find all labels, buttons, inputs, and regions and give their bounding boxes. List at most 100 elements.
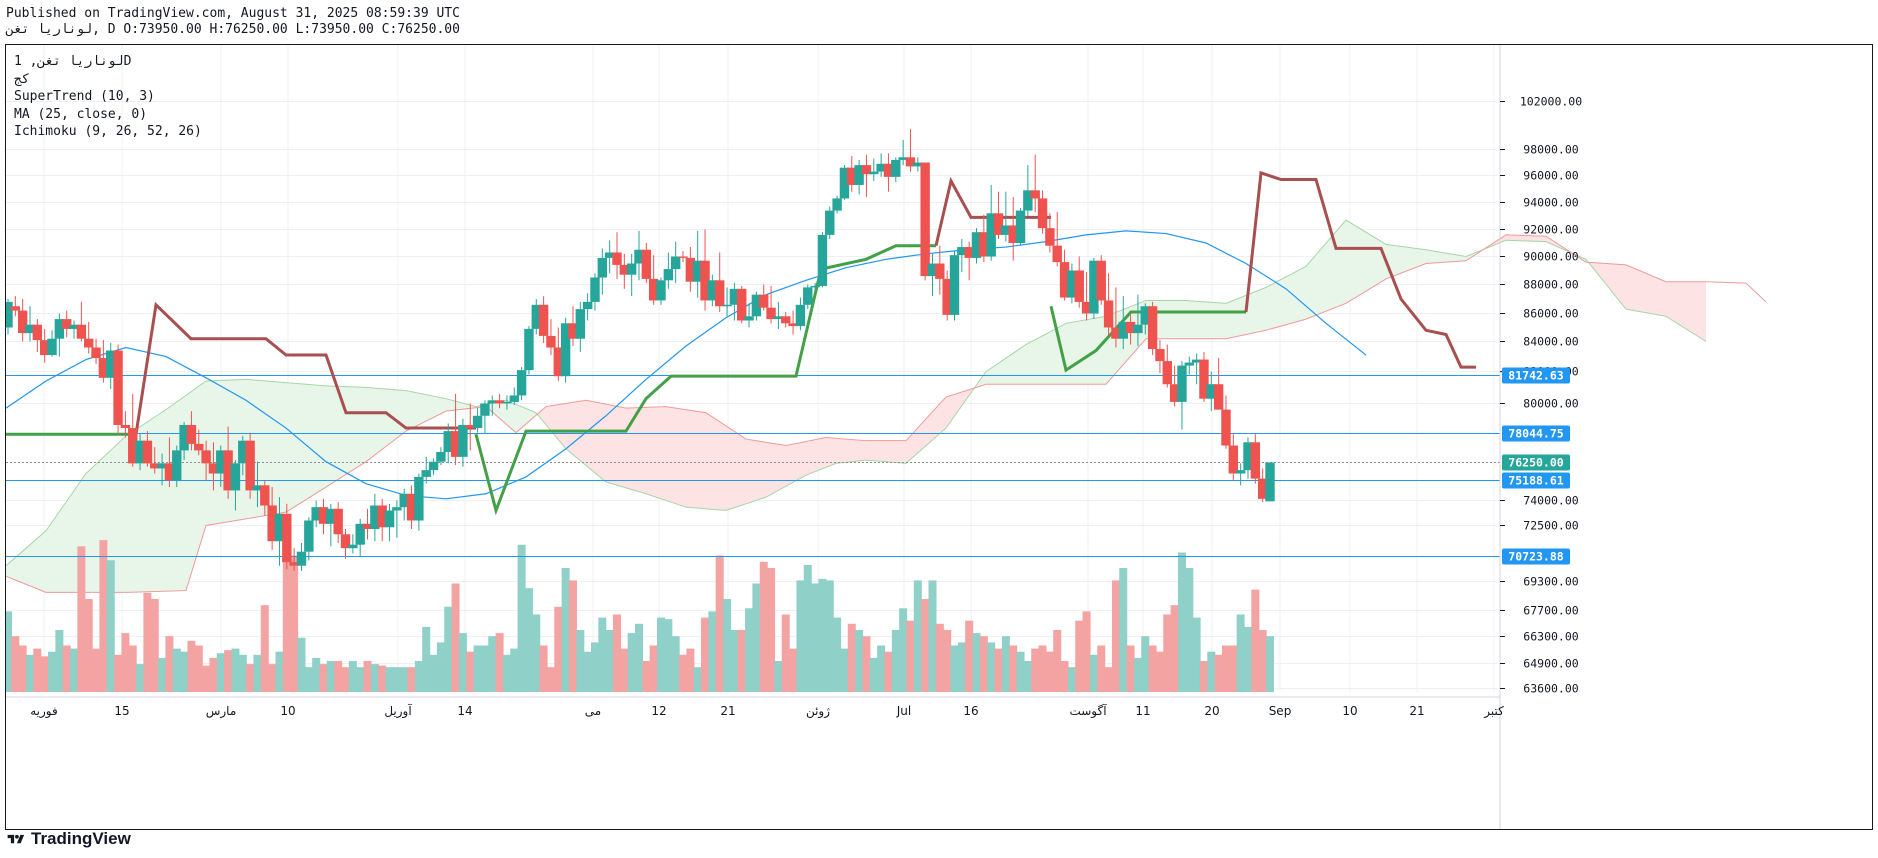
volume-bar: [209, 657, 218, 692]
volume-bar: [1266, 636, 1274, 692]
volume-bar: [818, 578, 827, 692]
supertrend-down-line: [134, 301, 476, 435]
volume-bar: [1053, 630, 1062, 692]
candle-body: [759, 294, 769, 308]
volume-bar: [657, 617, 666, 692]
volume-bar: [1236, 614, 1245, 692]
candle-body: [553, 347, 563, 377]
candle-body: [208, 463, 219, 474]
candle-body: [502, 401, 512, 404]
time-axis-label: 10: [1342, 704, 1357, 718]
candle-body: [135, 440, 145, 464]
candle-body: [766, 307, 776, 320]
level-badge-label: 70723.88: [1508, 550, 1563, 564]
candle-body: [648, 278, 659, 301]
volume-bar: [906, 620, 915, 692]
supertrend-up-line: [1049, 305, 1246, 373]
candle-body: [942, 278, 952, 315]
volume-bar: [466, 651, 475, 692]
volume-bar: [62, 645, 71, 692]
volume-bar: [502, 654, 511, 692]
candle-body: [39, 340, 50, 356]
legend-ma[interactable]: MA (25, close, 0): [14, 106, 148, 122]
price-chart[interactable]: 102000.00 98000.00 96000.00 94000.00 92000.0…: [6, 45, 1872, 829]
candle-body: [17, 310, 28, 334]
candle-body: [326, 508, 336, 524]
volume-bar: [436, 642, 445, 692]
candle-body: [1081, 301, 1092, 314]
volume-bar: [539, 645, 548, 692]
candle-body: [707, 280, 718, 301]
volume-bar: [312, 657, 321, 692]
candle-body: [817, 234, 828, 286]
volume-bar: [546, 667, 555, 692]
candle-body: [883, 163, 894, 177]
ichimoku-span-a: [6, 219, 1707, 567]
legend-supertrend[interactable]: SuperTrend (10, 3): [14, 89, 155, 104]
legend-ichimoku[interactable]: Ichimoku (9, 26, 52, 26): [14, 124, 202, 139]
price-tick-label: 96000.00: [1523, 169, 1578, 183]
time-axis-label: 20: [1204, 704, 1219, 718]
candle-body: [1213, 384, 1224, 410]
candle-body: [1199, 359, 1209, 399]
candle-body: [10, 306, 21, 311]
volume-bar: [378, 665, 387, 692]
candle-body: [1133, 324, 1143, 334]
volume-bar: [1119, 568, 1128, 692]
time-axis-label: 10: [280, 704, 295, 718]
volume-bar: [708, 611, 717, 692]
volume-bar: [935, 623, 944, 692]
candle-body: [348, 544, 358, 549]
candle-body: [781, 316, 791, 324]
volume-bar: [260, 605, 269, 692]
candle-body: [194, 443, 204, 451]
candle-body: [113, 350, 123, 425]
candle-body: [634, 249, 644, 264]
volume-bar: [642, 661, 651, 692]
volume-bar: [488, 636, 497, 692]
tradingview-logo-icon: [7, 834, 25, 843]
legend-exchange: کج: [14, 71, 30, 87]
volume-bar: [150, 599, 159, 692]
volume-bar: [1023, 661, 1032, 692]
candle-body: [788, 323, 798, 327]
volume-bar: [737, 630, 746, 692]
candle-body: [333, 508, 343, 535]
candle-body: [406, 493, 417, 521]
candle-body: [238, 440, 248, 464]
candle-body: [274, 513, 285, 542]
volume-bar: [290, 555, 299, 692]
candle-body: [1206, 384, 1217, 399]
volume-bar: [605, 630, 614, 692]
tradingview-logo[interactable]: TradingView: [6, 829, 131, 849]
volume-bar: [928, 580, 937, 692]
volume-bar: [253, 654, 262, 692]
volume-bar: [554, 606, 563, 692]
candle-body: [223, 450, 233, 491]
candle-body: [751, 294, 762, 317]
volume-bar: [524, 588, 533, 692]
ma-line: [6, 230, 1367, 500]
price-tick-label: 102000.00: [1520, 95, 1582, 109]
candle-body: [1221, 409, 1231, 446]
level-badge-label: 75188.61: [1508, 474, 1563, 488]
volume-bar: [1192, 617, 1201, 692]
volume-bar: [576, 630, 585, 692]
volume-bar: [1075, 620, 1084, 692]
price-tick-label: 63600.00: [1523, 682, 1578, 696]
candle-body: [436, 451, 446, 462]
candle-body: [905, 157, 916, 167]
time-axis-label: 16: [963, 704, 978, 718]
volume-bar: [304, 667, 313, 692]
candle-body: [142, 440, 153, 464]
candle-body: [957, 247, 967, 256]
candle-body: [245, 440, 255, 491]
chart-frame[interactable]: 102000.00 98000.00 96000.00 94000.00 92000.0…: [5, 44, 1873, 830]
last-price-badge-label: 76250.00: [1508, 456, 1563, 470]
candle-body: [663, 269, 674, 281]
candle-body: [1096, 260, 1106, 301]
time-axis-label: کتبر: [1483, 704, 1504, 719]
volume-bar: [994, 648, 1003, 692]
legend-symbol[interactable]: لوناریا تغن, 1D: [14, 54, 132, 69]
candle-body: [876, 163, 886, 172]
